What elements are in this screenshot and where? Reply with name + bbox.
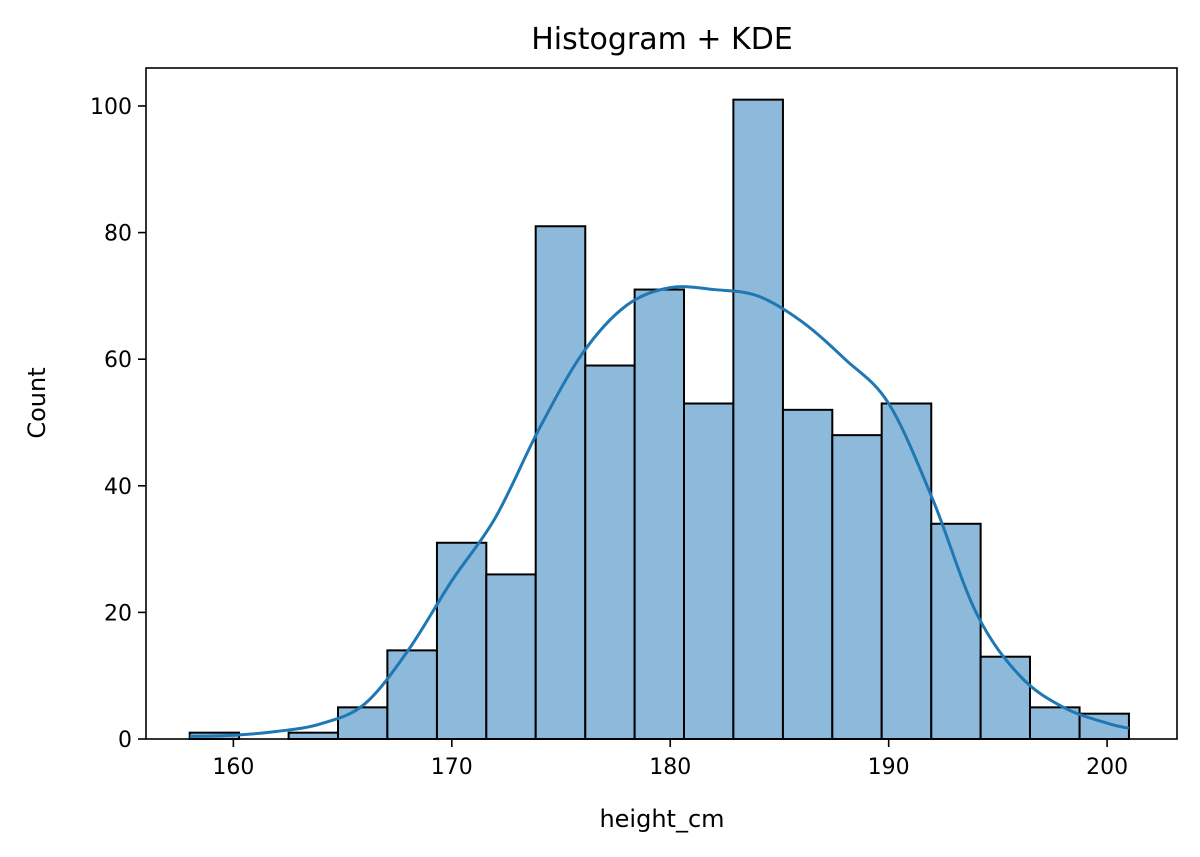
histogram-bar [831, 434, 883, 740]
histogram-bar [337, 706, 389, 741]
histogram-bar [682, 402, 735, 740]
x-tick-label: 180 [649, 755, 691, 780]
x-tick-label: 160 [212, 755, 254, 780]
histogram-bar [880, 402, 933, 740]
histogram-bar [534, 225, 587, 741]
y-tick-label: 80 [104, 222, 132, 247]
x-tick-label: 170 [431, 755, 473, 780]
x-tick-label: 190 [868, 755, 910, 780]
histogram-bar [732, 98, 784, 740]
x-tick-label: 200 [1086, 755, 1128, 780]
histogram-bar [930, 522, 982, 740]
histogram-bar [584, 364, 636, 740]
y-axis-label: Count [23, 367, 51, 438]
histogram-bar [386, 649, 438, 741]
histogram-bar [633, 288, 685, 740]
histogram-bar [485, 573, 537, 740]
histogram-bars [188, 98, 1130, 741]
y-tick-label: 60 [104, 348, 132, 373]
y-tick-label: 40 [104, 475, 132, 500]
x-axis: 160 170 180 190 200 [212, 739, 1128, 780]
histogram-bar [435, 541, 488, 741]
chart-title: Histogram + KDE [531, 22, 793, 57]
histogram-bar [979, 655, 1031, 740]
kde-line [189, 285, 1130, 738]
histogram-bar [287, 731, 340, 740]
plot-frame [145, 67, 1178, 740]
y-tick-label: 100 [90, 95, 132, 120]
y-tick-label: 20 [104, 601, 132, 626]
x-axis-label: height_cm [599, 805, 724, 833]
y-tick-label: 0 [118, 728, 132, 753]
y-axis: 0 20 40 60 80 100 [90, 95, 146, 753]
histogram-bar [781, 408, 834, 740]
